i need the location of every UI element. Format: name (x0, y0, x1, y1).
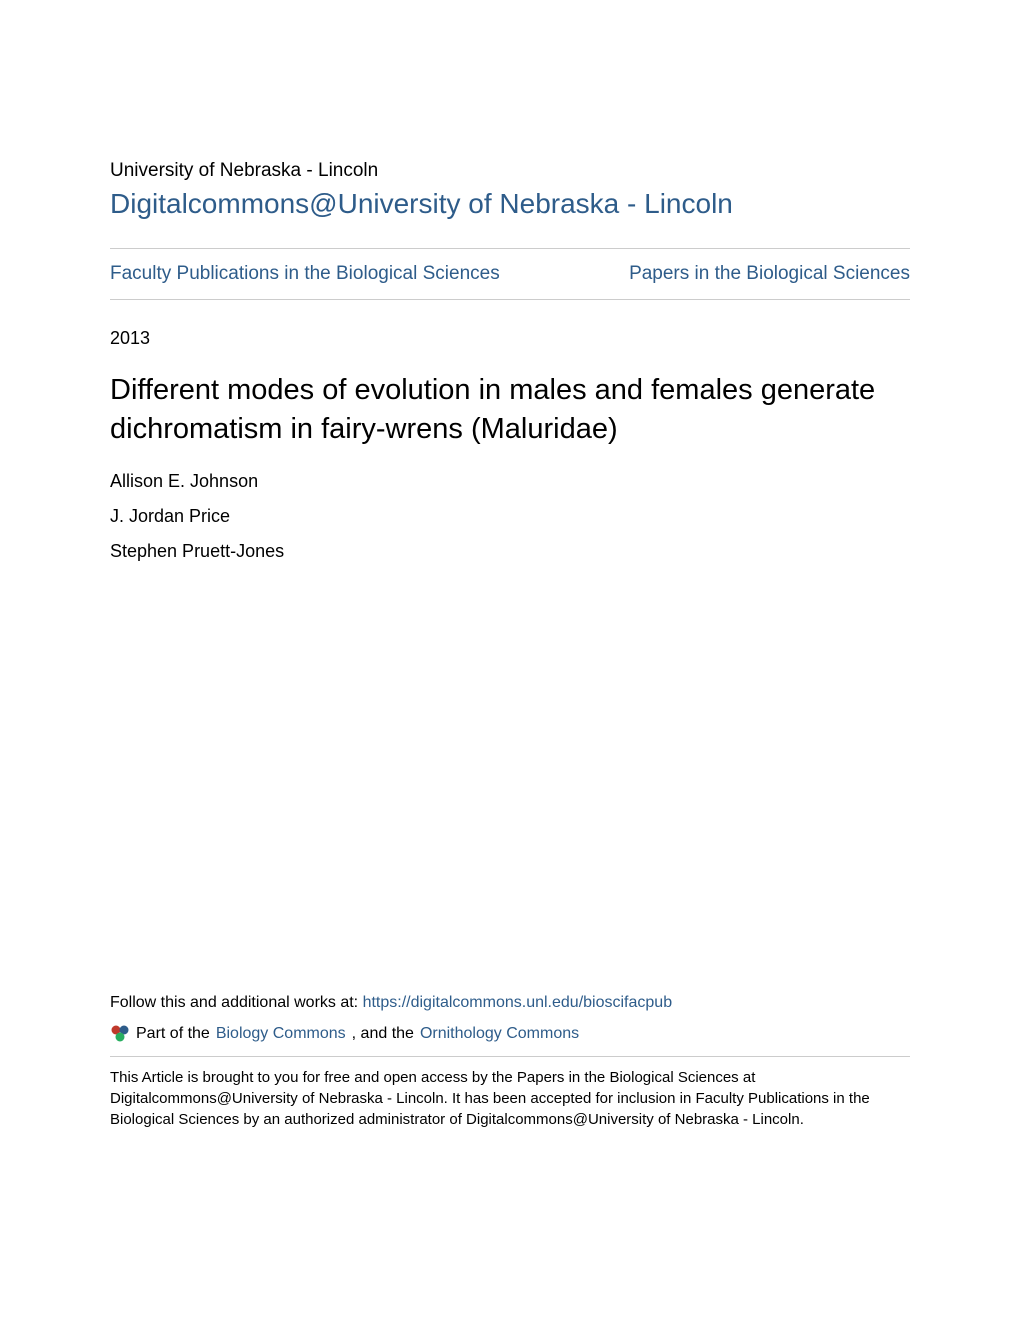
commons-network-icon (110, 1024, 130, 1044)
biology-commons-link[interactable]: Biology Commons (216, 1025, 346, 1043)
access-disclaimer: This Article is brought to you for free … (110, 1067, 910, 1130)
breadcrumb-nav: Faculty Publications in the Biological S… (110, 248, 910, 300)
header-block: University of Nebraska - Lincoln Digital… (110, 160, 910, 220)
collection-link-right[interactable]: Papers in the Biological Sciences (629, 263, 910, 285)
ornithology-commons-link[interactable]: Ornithology Commons (420, 1025, 579, 1043)
follow-prefix: Follow this and additional works at: (110, 994, 363, 1011)
footer-divider (110, 1056, 910, 1057)
author-name: J. Jordan Price (110, 506, 910, 527)
author-name: Stephen Pruett-Jones (110, 541, 910, 562)
part-of-line: Part of the Biology Commons , and the Orn… (110, 1024, 910, 1044)
part-of-prefix: Part of the (136, 1025, 210, 1043)
publication-year: 2013 (110, 328, 910, 349)
repository-link[interactable]: Digitalcommons@University of Nebraska - … (110, 188, 910, 220)
follow-works-line: Follow this and additional works at: htt… (110, 994, 910, 1012)
footer-section: Follow this and additional works at: htt… (110, 994, 910, 1130)
follow-works-link[interactable]: https://digitalcommons.unl.edu/bioscifac… (363, 994, 673, 1011)
separator-text: , and the (352, 1025, 414, 1043)
institution-name: University of Nebraska - Lincoln (110, 160, 910, 182)
article-title: Different modes of evolution in males an… (110, 371, 910, 449)
author-name: Allison E. Johnson (110, 471, 910, 492)
collection-link-left[interactable]: Faculty Publications in the Biological S… (110, 263, 500, 285)
